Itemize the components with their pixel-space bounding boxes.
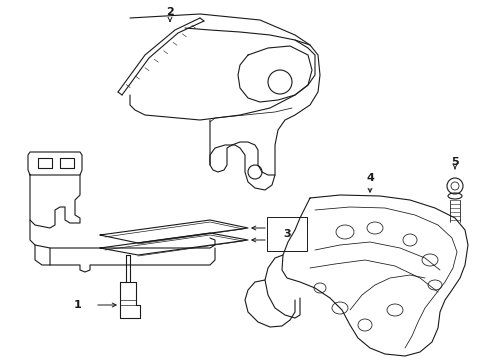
Text: 2: 2 — [166, 7, 174, 17]
Text: 4: 4 — [366, 173, 373, 183]
Text: 3: 3 — [283, 229, 290, 239]
Text: 5: 5 — [450, 157, 458, 167]
Text: 1: 1 — [74, 300, 81, 310]
